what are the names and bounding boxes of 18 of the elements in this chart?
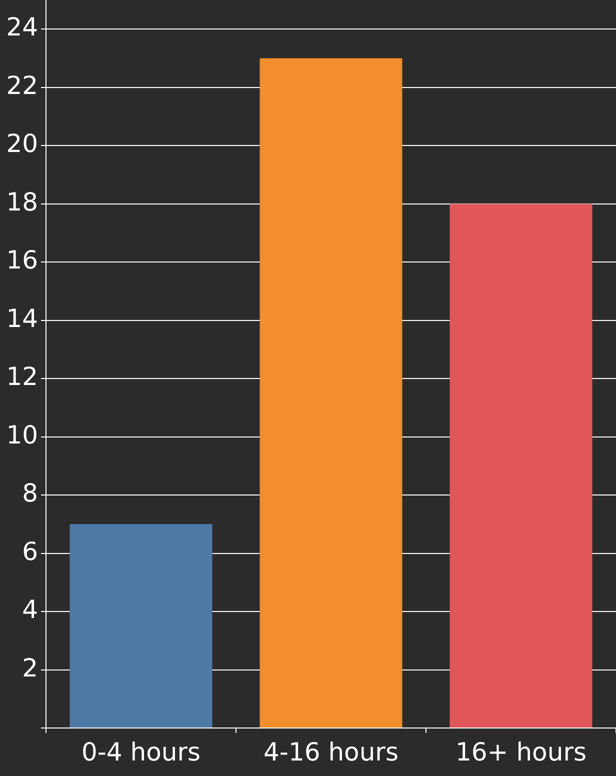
y-tick-label: 4 — [22, 595, 38, 624]
x-tick-label: 4-16 hours — [264, 738, 398, 766]
y-tick-label: 18 — [6, 187, 38, 216]
y-tick-label: 6 — [22, 536, 38, 566]
y-tick-label: 20 — [6, 129, 38, 158]
bar — [70, 524, 212, 728]
y-tick-label: 22 — [6, 70, 38, 100]
y-tick-label: 24 — [6, 12, 38, 42]
y-tick-label: 2 — [22, 653, 38, 682]
y-tick-label: 12 — [6, 362, 38, 392]
y-tick-label: 14 — [6, 304, 38, 333]
y-tick-label: 8 — [22, 478, 38, 508]
x-tick-label: 16+ hours — [456, 738, 586, 766]
bar — [260, 58, 402, 728]
y-tick-label: 10 — [6, 420, 38, 450]
x-tick-label: 0-4 hours — [81, 738, 201, 766]
bar — [450, 204, 592, 728]
y-tick-label: 16 — [6, 246, 38, 275]
